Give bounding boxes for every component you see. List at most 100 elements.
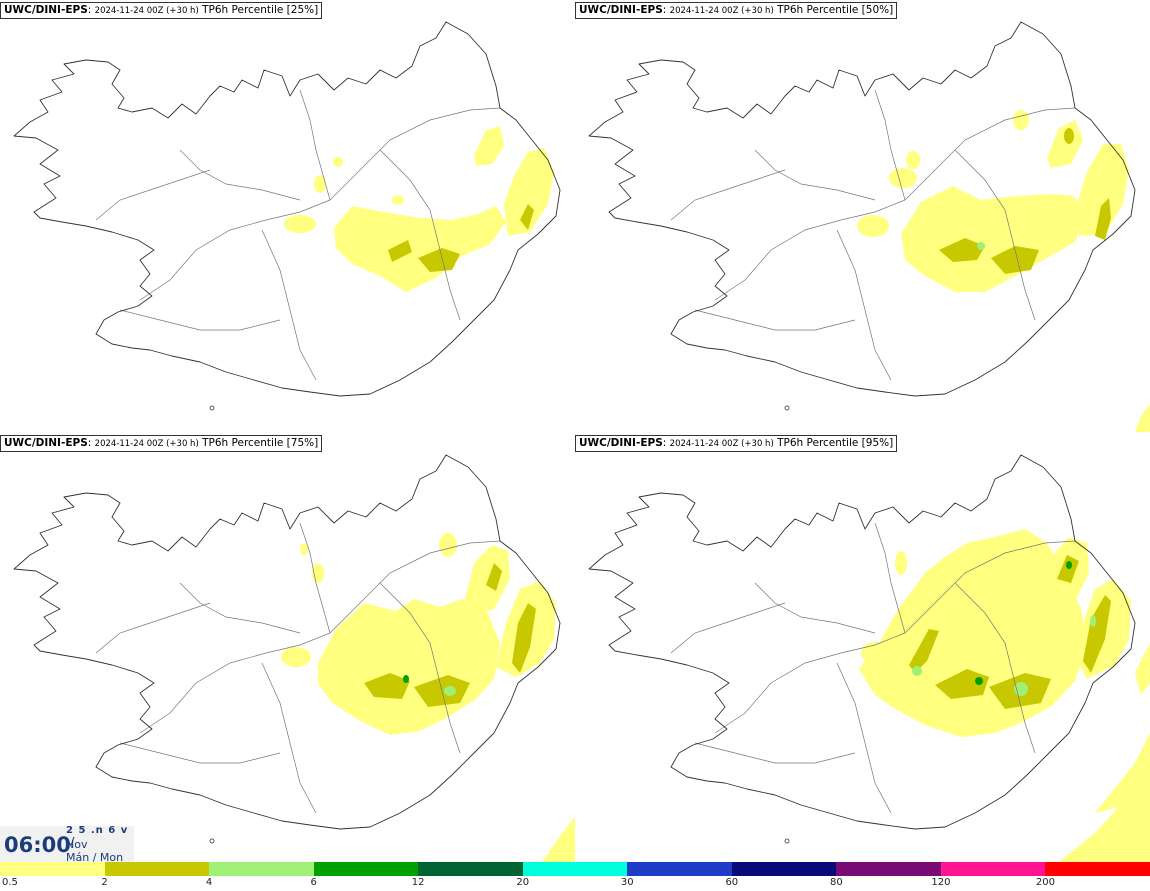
run-time: 2024-11-24 00Z (+30 h) bbox=[669, 439, 774, 449]
field-name: TP6h Percentile [75%] bbox=[202, 437, 319, 449]
road-lines bbox=[95, 522, 501, 814]
panel-title: UWC/DINI-EPS: 2024-11-24 00Z (+30 h) TP6… bbox=[0, 435, 323, 452]
precip-area bbox=[1014, 682, 1028, 696]
road-line bbox=[836, 662, 892, 814]
road-line bbox=[139, 199, 331, 301]
precip-area bbox=[1090, 615, 1096, 627]
valid-time-box: 2 5 .n 6 v ./ 06:00 Nov Mán / Mon bbox=[0, 825, 134, 864]
road-line bbox=[754, 149, 876, 201]
model-name: UWC/DINI-EPS bbox=[579, 437, 663, 449]
precip-area bbox=[392, 195, 404, 205]
legend-tick-label: 6 bbox=[310, 877, 317, 888]
precip-area bbox=[1066, 561, 1072, 569]
road-line bbox=[119, 309, 281, 331]
road-line bbox=[670, 602, 786, 654]
map-panel-p95: UWC/DINI-EPS: 2024-11-24 00Z (+30 h) TP6… bbox=[575, 433, 1150, 865]
legend-swatch-10 bbox=[1045, 862, 1150, 876]
road-line bbox=[670, 169, 786, 221]
coastline bbox=[588, 21, 1136, 397]
road-line bbox=[261, 229, 317, 381]
precip-area bbox=[1135, 404, 1150, 432]
precip-area bbox=[300, 543, 308, 555]
map-panel-p75: UWC/DINI-EPS: 2024-11-24 00Z (+30 h) TP6… bbox=[0, 433, 575, 865]
road-lines bbox=[670, 522, 1076, 814]
panel-title: UWC/DINI-EPS: 2024-11-24 00Z (+30 h) TP6… bbox=[0, 2, 323, 19]
precip-area bbox=[977, 242, 985, 250]
precip-area bbox=[906, 151, 920, 169]
precip-shading bbox=[281, 533, 575, 865]
legend-swatch-7 bbox=[731, 862, 837, 876]
road-line bbox=[754, 582, 876, 634]
iceland-map bbox=[13, 21, 561, 411]
legend-swatch-6 bbox=[627, 862, 732, 876]
precip-area bbox=[464, 545, 510, 615]
precip-area bbox=[1013, 110, 1029, 130]
precip-area bbox=[857, 215, 889, 237]
precip-area bbox=[403, 675, 409, 683]
field-name: TP6h Percentile [95%] bbox=[777, 437, 894, 449]
island-outline bbox=[784, 405, 790, 411]
precip-shading bbox=[857, 110, 1150, 432]
precip-area bbox=[909, 629, 939, 673]
coastline bbox=[13, 454, 561, 830]
legend-tick-label: 200 bbox=[1035, 877, 1055, 888]
road-line bbox=[329, 540, 501, 634]
road-lines bbox=[95, 89, 501, 381]
iceland-map bbox=[588, 21, 1150, 432]
precip-area bbox=[991, 246, 1039, 274]
precip-area bbox=[281, 647, 311, 667]
road-line bbox=[954, 149, 1036, 321]
precip-area bbox=[284, 215, 316, 233]
legend-swatch-0 bbox=[0, 862, 105, 876]
coastline bbox=[588, 454, 1136, 830]
panel-title: UWC/DINI-EPS: 2024-11-24 00Z (+30 h) TP6… bbox=[575, 435, 898, 452]
road-line bbox=[379, 582, 461, 754]
precip-area bbox=[314, 175, 326, 193]
legend-swatch-1 bbox=[104, 862, 210, 876]
precipitation-legend: 0.5 2 4 6 12 20 30 60 80 120 200 bbox=[0, 862, 1150, 891]
precip-area bbox=[935, 669, 989, 699]
precip-area bbox=[1005, 613, 1025, 645]
valid-time: 06:00 bbox=[4, 833, 71, 857]
precip-area bbox=[1057, 555, 1079, 583]
model-name: UWC/DINI-EPS bbox=[4, 437, 88, 449]
precip-area bbox=[444, 686, 456, 696]
precip-area bbox=[474, 126, 504, 166]
precip-area bbox=[540, 817, 575, 865]
precip-area bbox=[504, 148, 554, 236]
field-name: TP6h Percentile [25%] bbox=[202, 4, 319, 16]
precip-area bbox=[418, 248, 460, 272]
road-line bbox=[904, 540, 1076, 634]
road-line bbox=[299, 522, 331, 634]
map-panel-p25: UWC/DINI-EPS: 2024-11-24 00Z (+30 h) TP6… bbox=[0, 0, 575, 432]
valid-weekday: Mán / Mon bbox=[66, 851, 124, 864]
road-lines bbox=[670, 89, 1076, 381]
road-line bbox=[179, 582, 301, 634]
road-line bbox=[874, 522, 906, 634]
precip-area bbox=[1095, 733, 1150, 813]
precip-area bbox=[1075, 144, 1129, 236]
iceland-map bbox=[588, 454, 1150, 865]
precip-area bbox=[333, 157, 343, 167]
run-time: 2024-11-24 00Z (+30 h) bbox=[94, 6, 199, 16]
precip-area bbox=[318, 599, 500, 735]
precip-area bbox=[889, 168, 917, 188]
precip-area bbox=[861, 642, 889, 664]
precip-area bbox=[895, 551, 907, 575]
precip-area bbox=[334, 206, 506, 292]
legend-tick-label: 20 bbox=[516, 877, 530, 888]
legend-color-bar bbox=[0, 862, 1150, 876]
precip-area bbox=[1095, 198, 1111, 240]
road-line bbox=[874, 89, 906, 201]
model-name: UWC/DINI-EPS bbox=[579, 4, 663, 16]
legend-tick-label: 120 bbox=[931, 877, 951, 888]
panel-title: UWC/DINI-EPS: 2024-11-24 00Z (+30 h) TP6… bbox=[575, 2, 898, 19]
legend-swatch-9 bbox=[940, 862, 1046, 876]
road-line bbox=[119, 742, 281, 764]
road-line bbox=[95, 169, 211, 221]
island-outline bbox=[784, 838, 790, 844]
road-line bbox=[904, 107, 1076, 201]
coastline bbox=[13, 21, 561, 397]
precip-area bbox=[912, 666, 922, 676]
precip-area bbox=[1083, 595, 1111, 673]
